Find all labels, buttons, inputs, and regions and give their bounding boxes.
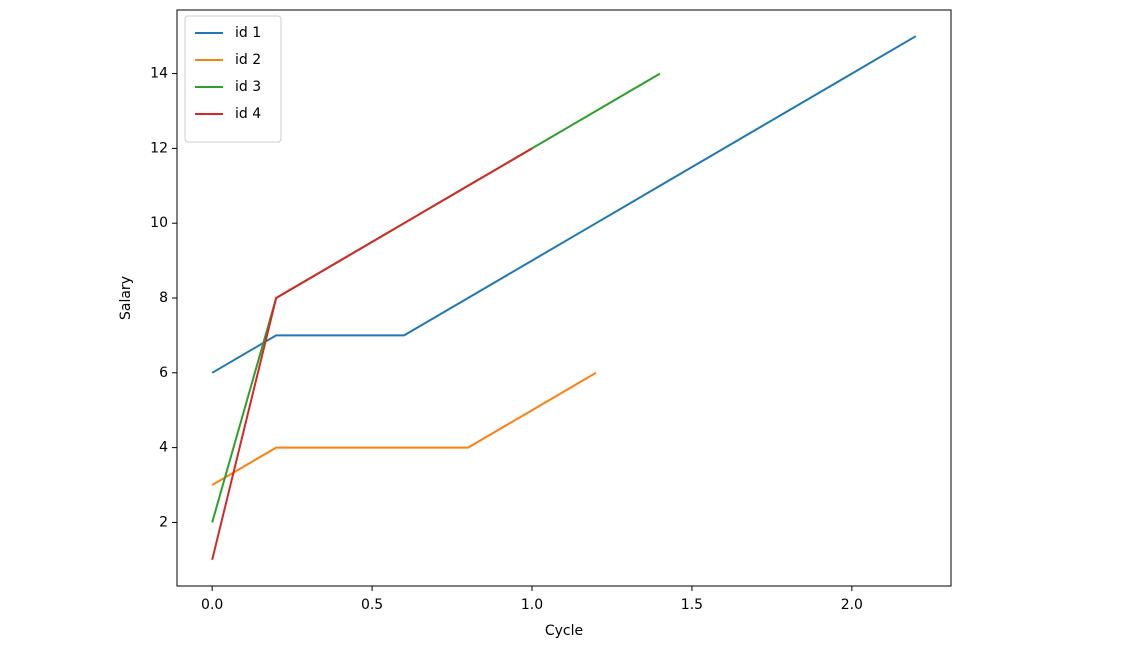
y-tick-label: 6 [159, 365, 168, 381]
y-tick-label: 2 [159, 514, 168, 530]
legend-label: id 3 [235, 79, 261, 95]
line [211, 371, 597, 486]
legend-label: id 2 [235, 52, 261, 68]
y-tick-label: 10 [150, 215, 168, 231]
x-tick-label: 1.0 [521, 597, 543, 613]
x-axis-label: Cycle [545, 623, 583, 639]
legend-label: id 1 [235, 25, 261, 41]
x-tick-label: 0.5 [361, 597, 383, 613]
y-tick-label: 4 [159, 440, 168, 456]
legend-label: id 4 [235, 106, 261, 122]
plot-frame [176, 9, 952, 587]
y-tick-label: 8 [159, 290, 168, 306]
legend: id 1 id 2 id 3 id 4 [184, 15, 282, 143]
line [211, 35, 917, 374]
x-tick-label: 0.0 [201, 597, 223, 613]
x-tick-label: 2.0 [841, 597, 863, 613]
legend-box [184, 15, 282, 143]
y-axis-label: Salary [118, 276, 134, 320]
x-tick-label: 1.5 [681, 597, 703, 613]
y-tick-label: 14 [150, 66, 168, 82]
y-tick-label: 12 [150, 140, 168, 156]
line [211, 147, 533, 561]
